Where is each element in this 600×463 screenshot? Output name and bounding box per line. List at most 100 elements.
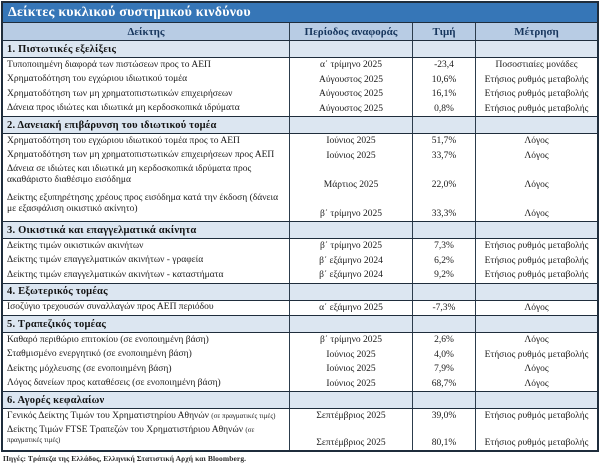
period-cell: Ιούνιος 2025 <box>289 376 412 391</box>
section-cell-period <box>289 392 412 408</box>
indicator-cell: Χρηματοδότηση των μη χρηματοπιστωτικών ε… <box>3 149 289 164</box>
period-cell: Ιούνιος 2025 <box>289 362 412 377</box>
indicator-label: Δείκτης Τιμών FTSE Τραπεζών του Χρηματισ… <box>7 424 255 445</box>
period-cell: Αύγουστος 2025 <box>289 87 412 102</box>
period-cell: β΄ εξάμηνο 2024 <box>289 253 412 268</box>
value-cell: 7,9% <box>412 362 475 377</box>
table-row: Δείκτης τιμών επαγγελματικών ακινήτων - … <box>3 268 597 283</box>
measure-cell: Λόγος <box>475 163 597 192</box>
section-title: 4. Εξωτερικός τομέας <box>7 286 108 297</box>
value-cell: 7,3% <box>412 239 475 254</box>
table-row: Δάνεια σε ιδιώτες και ιδιωτικά μη κερδοσ… <box>3 163 597 192</box>
indicator-label: Ισοζύγιο τρεχουσών συναλλαγών προς ΑΕΠ π… <box>7 302 214 313</box>
table-row: Χρηματοδότηση των μη χρηματοπιστωτικών ε… <box>3 148 597 164</box>
section-cell-value <box>412 222 475 238</box>
indicator-cell: Δείκτης Τιμών FTSE Τραπεζών του Χρηματισ… <box>3 424 289 450</box>
value-cell: 80,1% <box>412 423 475 450</box>
period-cell: Μάρτιος 2025 <box>289 163 412 192</box>
measure-cell: Λόγος <box>475 192 597 221</box>
measure-cell: Ετήσιος ρυθμός μεταβολής <box>475 347 597 362</box>
table-row: Χρηματοδότηση του εγχώριου ιδιωτικού τομ… <box>3 72 597 87</box>
column-header-period: Περίοδος αναφοράς <box>289 23 412 40</box>
column-header-value: Τιμή <box>412 23 475 40</box>
section-header-row: 4. Εξωτερικός τομέας <box>3 282 597 301</box>
measure-cell: Λόγος <box>475 148 597 163</box>
measure-cell: Λόγος <box>475 376 597 391</box>
period-cell: β΄ τρίμηνο 2025 <box>289 333 412 348</box>
indicator-cell: Καθαρό περιθώριο επιτοκίου (σε ενοποιημέ… <box>3 333 289 348</box>
section-cell-value <box>412 316 475 332</box>
measure-cell: Ετήσιος ρυθμός μεταβολής <box>475 101 597 116</box>
measure-cell: Ετήσιος ρυθμός μεταβολής <box>475 423 597 450</box>
value-cell: 68,7% <box>412 376 475 391</box>
indicator-label: Δάνεια προς ιδιώτες και ιδιωτικά μη κερδ… <box>7 103 240 114</box>
indicator-cell: Δείκτης τιμών επαγγελματικών ακινήτων - … <box>3 254 289 269</box>
indicator-label: Δείκτης τιμών επαγγελματικών ακινήτων - … <box>7 269 224 280</box>
indicator-label: Χρηματοδότηση των μη χρηματοπιστωτικών ε… <box>7 88 233 99</box>
section-cell-value <box>412 117 475 133</box>
value-cell: 51,7% <box>412 134 475 149</box>
table-body: 1. Πιστωτικές εξελίξεις Τυποποιημένη διαφ… <box>3 40 597 450</box>
period-cell: Σεπτέμβριος 2025 <box>289 409 412 424</box>
table-row: Δείκτης Τιμών FTSE Τραπεζών του Χρηματισ… <box>3 423 597 450</box>
indicator-cell: Δείκτης εξυπηρέτησης χρέους προς εισόδημ… <box>3 192 289 221</box>
value-cell: 2,6% <box>412 333 475 348</box>
measure-cell: Λόγος <box>475 300 597 315</box>
indicator-label: Δείκτης τιμών επαγγελματικών ακινήτων - … <box>7 255 204 266</box>
indicator-label: Δείκτης τιμών οικιστικών ακινήτων <box>7 240 144 251</box>
indicator-label: Χρηματοδότηση του εγχώριου ιδιωτικού τομ… <box>7 74 188 85</box>
value-cell: 6,2% <box>412 253 475 268</box>
measure-cell: Ετήσιος ρυθμός μεταβολής <box>475 268 597 283</box>
section-cell-period <box>289 41 412 57</box>
section-cell-measure <box>475 222 597 238</box>
section-cell-measure <box>475 392 597 408</box>
table-row: Δείκτης τιμών επαγγελματικών ακινήτων - … <box>3 253 597 269</box>
value-cell: -23,4 <box>412 58 475 73</box>
table-row: Καθαρό περιθώριο επιτοκίου (σε ενοποιημέ… <box>3 333 597 348</box>
table-row: Χρηματοδότηση του εγχώριου ιδιωτικού τομ… <box>3 134 597 149</box>
indicator-label: Λόγος δανείων προς καταθέσεις (σε ενοποι… <box>7 378 221 389</box>
section-cell-value <box>412 392 475 408</box>
indicator-cell: Ισοζύγιο τρεχουσών συναλλαγών προς ΑΕΠ π… <box>3 301 289 316</box>
period-cell: Σεπτέμβριος 2025 <box>289 423 412 450</box>
table-row: Ισοζύγιο τρεχουσών συναλλαγών προς ΑΕΠ π… <box>3 300 597 316</box>
section-cell-measure <box>475 283 597 300</box>
indicator-cell: Δείκτης τιμών οικιστικών ακινήτων <box>3 239 289 254</box>
period-cell: β΄ εξάμηνο 2024 <box>289 268 412 283</box>
section-header-row: 6. Αγορές κεφαλαίων <box>3 391 597 409</box>
section-header-row: 1. Πιστωτικές εξελίξεις <box>3 40 597 58</box>
indicator-label: Δείκτης εξυπηρέτησης χρέους προς εισόδημ… <box>7 193 279 214</box>
value-cell: 33,3% <box>412 192 475 221</box>
period-cell: Αύγουστος 2025 <box>289 101 412 116</box>
section-cell-period <box>289 316 412 332</box>
section-title: 6. Αγορές κεφαλαίων <box>7 394 105 406</box>
indicator-cell: Δάνεια προς ιδιώτες και ιδιωτικά μη κερδ… <box>3 102 289 117</box>
indicator-cell: Σταθμισμένο ενεργητικό (σε ενοποιημένη β… <box>3 348 289 363</box>
indicator-cell: Δάνεια σε ιδιώτες και ιδιωτικά μη κερδοσ… <box>3 163 289 192</box>
section-cell-measure <box>475 41 597 57</box>
indicator-label: Δείκτης μόχλευσης (σε ενοποιημένη βάση) <box>7 363 172 374</box>
indicator-cell: Χρηματοδότηση των μη χρηματοπιστωτικών ε… <box>3 87 289 102</box>
section-cell-value <box>412 283 475 300</box>
section-cell-period <box>289 283 412 300</box>
section-cell-measure <box>475 117 597 133</box>
indicator-cell: Λόγος δανείων προς καταθέσεις (σε ενοποι… <box>3 377 289 392</box>
indicator-label: Δάνεια σε ιδιώτες και ιδιωτικά μη κερδοσ… <box>7 164 252 185</box>
measure-cell: Λόγος <box>475 134 597 149</box>
period-cell: α΄ τρίμηνο 2025 <box>289 58 412 73</box>
indicator-cell: Χρηματοδότηση του εγχώριου ιδιωτικού τομ… <box>3 134 289 149</box>
period-cell: β΄ τρίμηνο 2025 <box>289 239 412 254</box>
indicators-table: Δείκτες κυκλικού συστημικού κινδύνου Δεί… <box>1 1 599 452</box>
period-cell: β΄ τρίμηνο 2025 <box>289 192 412 221</box>
indicator-label: Γενικός Δείκτης Τιμών του Χρηματιστηρίου… <box>7 410 276 421</box>
indicator-cell: Δείκτης μόχλευσης (σε ενοποιημένη βάση) <box>3 362 289 377</box>
section-header-row: 5. Τραπεζικός τομέας <box>3 315 597 333</box>
section-header-row: 3. Οικιστικά και επαγγελματικά ακίνητα <box>3 221 597 239</box>
value-cell: 4,0% <box>412 347 475 362</box>
measure-cell: Ποσοστιαίες μονάδες <box>475 58 597 73</box>
table-row: Λόγος δανείων προς καταθέσεις (σε ενοποι… <box>3 376 597 392</box>
value-cell: 9,2% <box>412 268 475 283</box>
measure-cell: Ετήσιος ρυθμός μεταβολής <box>475 72 597 87</box>
column-header-row: Δείκτης Περίοδος αναφοράς Τιμή Μέτρηση <box>3 23 597 40</box>
